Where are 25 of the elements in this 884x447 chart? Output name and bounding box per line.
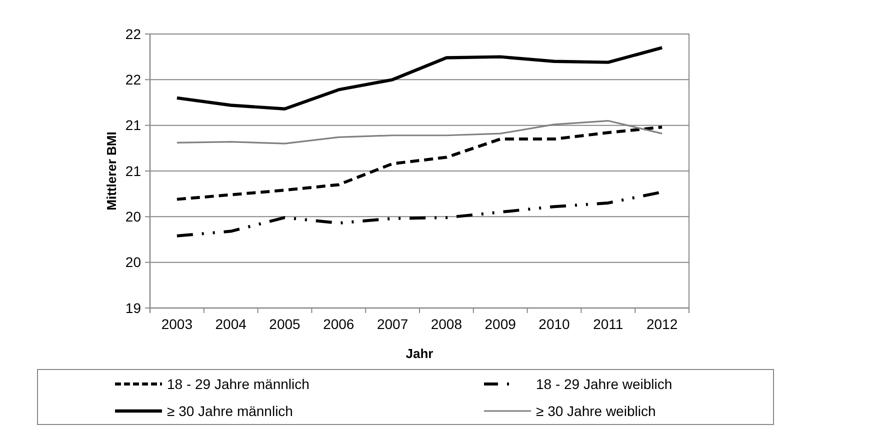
x-tick-label: 2006 — [323, 316, 354, 332]
legend-label: ≥ 30 Jahre weiblich — [536, 402, 656, 419]
x-axis-title: Jahr — [406, 346, 434, 361]
x-tick-label: 2008 — [430, 316, 462, 332]
y-tick-label: 22 — [125, 26, 142, 42]
x-tick-label: 2011 — [593, 316, 624, 332]
y-tick-label: 19 — [125, 300, 142, 316]
x-tick-label: 2007 — [376, 316, 408, 332]
x-tick-label: 2004 — [215, 316, 247, 332]
x-tick-label: 2012 — [646, 316, 678, 332]
legend-label: 18 - 29 Jahre männlich — [167, 376, 310, 392]
x-tick-label: 2009 — [484, 316, 516, 332]
y-tick-label: 21 — [125, 117, 142, 134]
y-tick-label: 20 — [125, 208, 142, 225]
y-tick-label: 22 — [125, 72, 142, 88]
legend-label: 18 - 29 Jahre weiblich — [536, 376, 672, 392]
x-tick-label: 2010 — [538, 316, 570, 332]
y-axis-title: Mittlerer BMI — [104, 132, 119, 210]
line-series — [175, 46, 664, 110]
y-tick-label: 20 — [125, 254, 142, 270]
y-tick-label: 21 — [125, 162, 142, 179]
x-tick-label: 2005 — [269, 316, 301, 332]
x-tick-label: 2003 — [161, 316, 193, 332]
legend-label: ≥ 30 Jahre männlich — [167, 402, 293, 419]
line-series — [175, 126, 664, 201]
